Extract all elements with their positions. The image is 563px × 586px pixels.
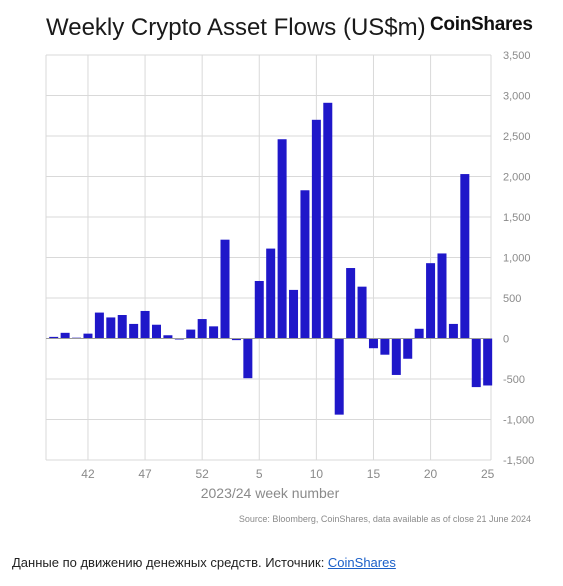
bar-week-48 <box>151 324 161 339</box>
bar-week-42 <box>83 333 93 339</box>
chart-card: Weekly Crypto Asset Flows (US$m) CoinSha… <box>45 14 535 524</box>
bar-week-43 <box>94 312 104 339</box>
y-tick-label: 2,500 <box>503 131 531 143</box>
bar-week-23 <box>460 174 470 339</box>
caption-text: Данные по движению денежных средств. Ист… <box>12 555 328 570</box>
x-tick-label: 5 <box>256 467 263 481</box>
bar-week-3 <box>231 338 241 341</box>
x-tick-label: 52 <box>195 467 209 481</box>
bar-week-4 <box>243 338 253 379</box>
y-tick-label: 1,000 <box>503 253 531 265</box>
source-note: Source: Bloomberg, CoinShares, data avai… <box>238 514 531 524</box>
y-tick-label: -1,000 <box>503 415 534 427</box>
bar-week-15 <box>368 338 378 349</box>
bar-week-40 <box>60 332 70 339</box>
bars-group <box>46 102 493 415</box>
bar-week-13 <box>346 268 356 339</box>
bar-week-17 <box>391 338 401 375</box>
bar-week-16 <box>380 338 390 355</box>
bar-week-1 <box>209 326 219 339</box>
bar-week-14 <box>357 286 367 339</box>
bar-week-6 <box>266 248 276 339</box>
bar-week-46 <box>129 323 139 339</box>
bar-week-12 <box>334 338 344 415</box>
bar-week-7 <box>277 139 287 339</box>
y-axis-ticks: -1,500 -1,000 -500 0 500 1,000 1,500 2,000 2,500… <box>503 50 534 467</box>
x-tick-label: 42 <box>81 467 95 481</box>
bar-chart: -1,500 -1,000 -500 0 500 1,000 1,500 2,000 2,500… <box>45 50 534 501</box>
bar-week-25 <box>483 338 493 386</box>
x-tick-label: 15 <box>367 467 381 481</box>
bar-week-39 <box>49 336 59 339</box>
bar-week-52 <box>197 319 207 339</box>
caption-source-link[interactable]: CoinShares <box>327 555 396 570</box>
caption: Данные по движению денежных средств. Ист… <box>12 555 396 570</box>
bar-week-22 <box>448 323 458 339</box>
bar-week-24 <box>471 338 481 388</box>
y-tick-label: 2,000 <box>503 172 531 184</box>
x-tick-label: 25 <box>481 467 495 481</box>
bar-week-47 <box>140 310 150 339</box>
bar-week-51 <box>186 329 196 339</box>
y-tick-label: 500 <box>503 293 521 305</box>
coinshares-logo: CoinShares <box>430 14 533 35</box>
bar-week-44 <box>106 317 116 339</box>
y-tick-label: -500 <box>503 374 525 386</box>
y-tick-label: 0 <box>503 334 509 346</box>
bar-week-11 <box>323 102 333 339</box>
bar-week-19 <box>414 328 424 339</box>
bar-week-8 <box>289 289 299 339</box>
x-tick-label: 47 <box>138 467 152 481</box>
bar-week-20 <box>426 263 436 339</box>
bar-week-5 <box>254 280 264 339</box>
bar-week-45 <box>117 315 127 339</box>
x-axis-label: 2023/24 week number <box>201 485 340 501</box>
chart-title: Weekly Crypto Asset Flows (US$m) <box>46 14 426 41</box>
y-tick-label: -1,500 <box>503 455 534 467</box>
y-tick-label: 3,000 <box>503 91 531 103</box>
y-tick-label: 1,500 <box>503 212 531 224</box>
y-tick-label: 3,500 <box>503 50 531 62</box>
bar-week-9 <box>300 190 310 339</box>
bar-week-10 <box>311 119 321 339</box>
bar-week-49 <box>163 335 173 339</box>
x-tick-label: 10 <box>310 467 324 481</box>
x-tick-label: 20 <box>424 467 438 481</box>
bar-week-2 <box>220 239 230 339</box>
bar-week-18 <box>403 338 413 359</box>
bar-week-21 <box>437 253 447 339</box>
x-axis-ticks: 42 47 52 5 10 15 20 25 <box>81 467 494 481</box>
